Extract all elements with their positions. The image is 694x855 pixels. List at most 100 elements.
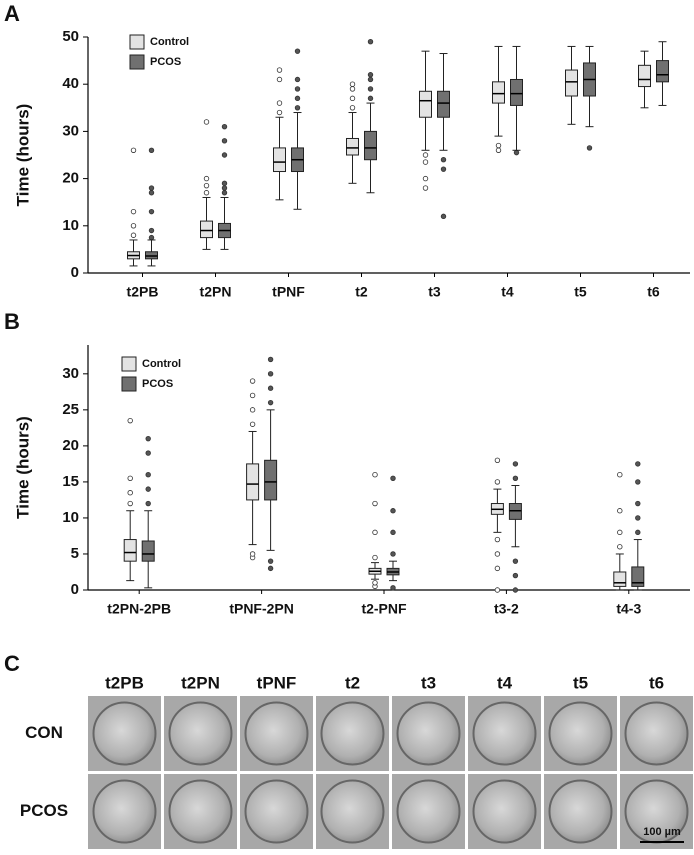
outlier xyxy=(494,565,501,572)
embryo xyxy=(624,701,689,766)
column-label: t2PB xyxy=(105,673,144,692)
outlier xyxy=(294,76,301,83)
outlier xyxy=(349,105,356,111)
outlier xyxy=(127,417,133,424)
box xyxy=(273,147,286,173)
outlier xyxy=(349,86,356,92)
column-label: t5 xyxy=(573,673,588,692)
outlier xyxy=(145,486,151,492)
outlier xyxy=(494,551,501,557)
y-tick-label: 10 xyxy=(62,509,79,526)
outlier xyxy=(145,450,151,456)
outlier xyxy=(617,544,623,550)
outlier xyxy=(495,147,502,153)
outlier xyxy=(372,580,378,586)
outlier xyxy=(267,385,274,391)
box xyxy=(141,540,155,562)
outlier xyxy=(349,95,356,102)
outlier xyxy=(422,185,429,191)
x-tick-label: t3 xyxy=(428,284,441,300)
outlier xyxy=(494,536,501,543)
box xyxy=(565,69,578,97)
outlier xyxy=(249,392,256,399)
embryo xyxy=(92,779,157,844)
outlier xyxy=(130,232,137,238)
outlier xyxy=(390,475,396,482)
outlier xyxy=(249,378,256,384)
panel-label: A xyxy=(4,1,20,26)
outlier xyxy=(440,166,447,172)
x-tick-label: t6 xyxy=(647,284,660,300)
outlier xyxy=(267,356,274,363)
outlier xyxy=(422,152,429,158)
y-axis-label: Time (hours) xyxy=(13,416,32,519)
outlier xyxy=(148,185,155,191)
y-tick-label: 30 xyxy=(62,365,79,382)
outlier xyxy=(494,587,501,593)
outlier xyxy=(221,138,228,144)
box xyxy=(631,566,645,587)
outlier xyxy=(367,39,374,45)
box xyxy=(364,130,377,161)
box xyxy=(638,64,651,88)
outlier xyxy=(267,565,274,572)
column-label: tPNF xyxy=(257,673,297,692)
x-tick-label: t5 xyxy=(574,284,587,300)
outlier xyxy=(267,558,274,564)
outlier xyxy=(145,472,151,478)
outlier xyxy=(276,100,283,106)
y-tick-label: 0 xyxy=(71,581,79,598)
panel-label: C xyxy=(4,651,20,676)
scale-bar-label: 100 µm xyxy=(643,826,681,838)
legend-label: Control xyxy=(150,36,189,48)
box xyxy=(200,220,213,239)
outlier xyxy=(249,551,256,557)
outlier xyxy=(249,407,256,413)
x-tick-label: t3-2 xyxy=(494,601,519,617)
box xyxy=(246,463,260,501)
y-tick-label: 20 xyxy=(62,170,79,187)
y-tick-label: 50 xyxy=(62,28,79,45)
outlier xyxy=(148,234,155,241)
column-label: t4 xyxy=(497,673,513,692)
x-tick-label: t2-PNF xyxy=(361,601,407,617)
legend-label: PCOS xyxy=(142,378,173,390)
outlier xyxy=(367,95,374,102)
box xyxy=(123,539,137,562)
outlier xyxy=(221,190,228,196)
outlier xyxy=(440,213,447,220)
outlier xyxy=(512,572,519,579)
outlier xyxy=(635,529,641,536)
x-tick-label: t2PN-2PB xyxy=(107,601,171,617)
embryo xyxy=(396,701,461,766)
outlier xyxy=(130,223,137,229)
embryo xyxy=(168,779,233,844)
x-tick-label: tPNF-2PN xyxy=(229,601,294,617)
outlier xyxy=(367,86,374,92)
outlier xyxy=(267,371,274,377)
box xyxy=(346,137,359,156)
box xyxy=(419,90,432,118)
outlier xyxy=(276,67,283,73)
box xyxy=(510,78,523,106)
outlier xyxy=(294,48,301,54)
box xyxy=(264,459,278,501)
embryo xyxy=(244,701,309,766)
outlier xyxy=(130,208,137,215)
outlier xyxy=(221,180,228,187)
outlier xyxy=(148,190,155,196)
embryo xyxy=(548,701,613,766)
box xyxy=(656,60,669,83)
legend-label: Control xyxy=(142,358,181,370)
outlier xyxy=(390,551,396,557)
y-tick-label: 15 xyxy=(62,473,79,490)
box xyxy=(437,90,450,118)
outlier xyxy=(372,554,378,561)
column-label: t3 xyxy=(421,673,436,692)
legend-swatch xyxy=(121,356,137,372)
outlier xyxy=(203,182,210,189)
box xyxy=(492,81,505,104)
outlier xyxy=(221,123,228,130)
outlier xyxy=(203,119,210,125)
